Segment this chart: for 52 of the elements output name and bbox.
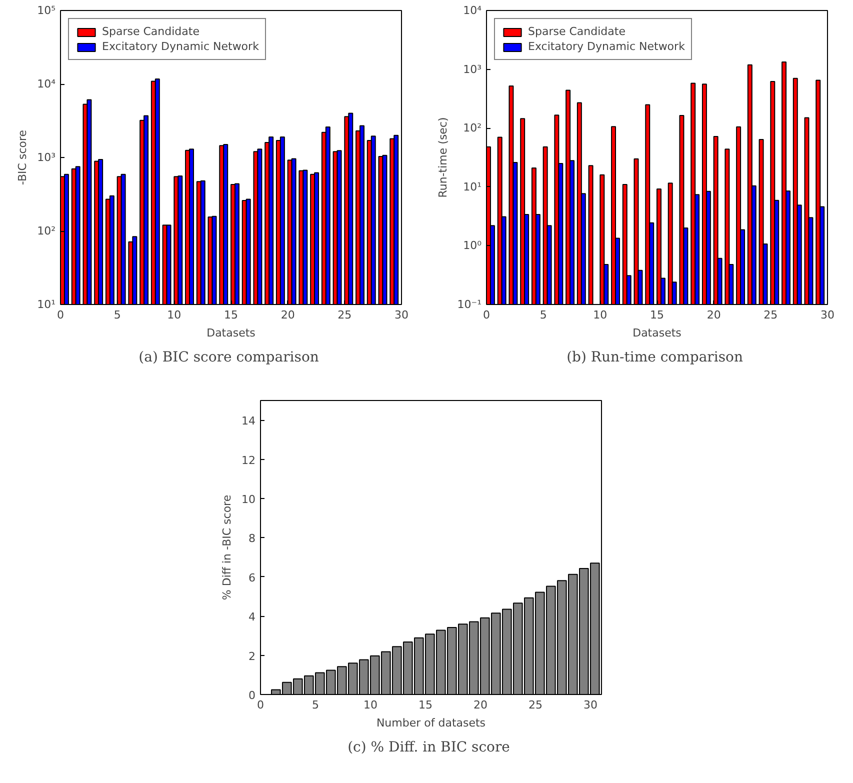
y-tick-label: 14 [242, 414, 256, 428]
y-tick-label: 10⁵ [37, 4, 56, 17]
y-tick-label: 10⁰ [463, 239, 482, 252]
x-axis-title: Number of datasets [376, 716, 486, 730]
x-tick-label: 20 [280, 308, 295, 322]
x-tick-label: 30 [584, 698, 598, 712]
x-tick-label: 10 [364, 698, 378, 712]
text: (a) BIC score comparison [138, 350, 319, 366]
y-axis-title: % Diff in -BIC score [220, 494, 234, 600]
x-tick-label: 15 [650, 308, 664, 322]
y-tick-label: 2 [248, 650, 256, 663]
x-tick-label: 10 [167, 308, 182, 322]
y-tick-label: 10⁴ [463, 4, 482, 17]
x-tick-label: 30 [394, 308, 408, 322]
x-axis-title: Datasets [206, 326, 256, 340]
y-tick-label: 10³ [37, 151, 56, 164]
y-tick-label: 4 [248, 610, 256, 624]
x-tick-label: 0 [257, 698, 264, 712]
y-tick-label: 8 [248, 532, 256, 546]
legend-label: Sparse Candidate [528, 25, 626, 38]
y-tick-label: 6 [248, 571, 256, 584]
text: (c) % Diff. in BIC score [348, 740, 510, 756]
x-axis-title: Datasets [632, 326, 682, 340]
x-tick-label: 0 [57, 308, 64, 322]
x-tick-label: 25 [528, 698, 542, 712]
legend-label: Excitatory Dynamic Network [528, 40, 685, 53]
y-tick-label: 10⁻¹ [457, 298, 482, 311]
x-tick-label: 10 [593, 308, 608, 322]
x-tick-label: 5 [114, 308, 121, 322]
legend-label: Excitatory Dynamic Network [102, 40, 259, 53]
y-tick-label: 10 [242, 493, 256, 506]
x-tick-label: 15 [418, 698, 432, 712]
x-tick-label: 25 [764, 308, 778, 322]
x-tick-label: 15 [224, 308, 238, 322]
x-tick-label: 20 [474, 698, 488, 712]
y-tick-label: 0 [248, 689, 256, 702]
y-tick-label: 12 [242, 454, 256, 467]
x-tick-label: 5 [540, 308, 547, 322]
x-tick-label: 25 [338, 308, 352, 322]
y-tick-label: 10² [463, 122, 482, 135]
y-tick-label: 10¹ [37, 298, 56, 311]
x-tick-label: 5 [312, 698, 319, 712]
y-tick-label: 10⁴ [37, 78, 56, 90]
y-axis-title: -BIC score [16, 130, 30, 186]
y-tick-label: 10² [37, 224, 56, 238]
y-tick-label: 10¹ [463, 180, 482, 194]
y-tick-label: 10³ [463, 62, 482, 76]
text: (b) Run-time comparison [566, 350, 743, 366]
legend-label: Sparse Candidate [102, 25, 200, 38]
y-axis-title: Run-time (sec) [436, 117, 450, 198]
x-tick-label: 30 [820, 308, 834, 322]
x-tick-label: 20 [706, 308, 721, 322]
